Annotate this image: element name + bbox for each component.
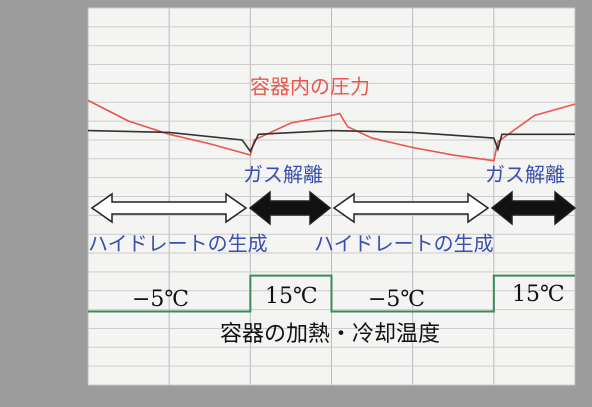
temperature-label: 15℃: [265, 284, 318, 309]
gas-release-label: ガス解離: [485, 163, 565, 187]
temperature-label: −5℃: [132, 287, 189, 312]
chart: 容器内の圧力 ガス解離 ガス解離 ハイドレートの生成 ハイドレートの生成 −5℃…: [0, 0, 592, 407]
pressure-label: 容器内の圧力: [250, 75, 370, 99]
temperature-label: 15℃: [512, 282, 565, 307]
hydrate-label: ハイドレートの生成: [88, 232, 268, 256]
gas-release-label: ガス解離: [243, 163, 323, 187]
temperature-label: −5℃: [368, 287, 425, 312]
hydrate-label: ハイドレートの生成: [314, 232, 494, 256]
temperature-title: 容器の加熱・冷却温度: [220, 322, 440, 347]
